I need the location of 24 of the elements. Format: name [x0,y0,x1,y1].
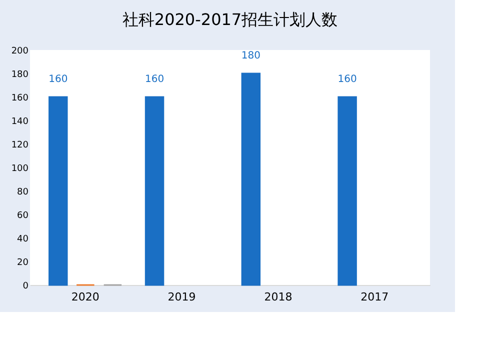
x-tick-label: 2020 [71,290,100,304]
y-tick-label: 120 [11,140,29,150]
y-tick-label: 140 [11,117,29,127]
y-tick-label: 0 [22,282,29,292]
y-tick-label: 40 [17,234,29,244]
y-tick-label: 160 [11,94,29,104]
chart-title: 社科2020-2017招生计划人数 [122,10,338,29]
bar [338,96,357,286]
y-tick-label: 80 [17,188,29,198]
data-label: 180 [241,50,260,62]
data-label: 160 [338,74,357,85]
bar [144,96,164,286]
data-label: 160 [48,74,68,85]
y-tick-label: 180 [11,70,29,80]
data-label: 160 [144,74,164,85]
y-tick-label: 100 [11,164,29,174]
x-tick-label: 2017 [360,290,389,304]
y-tick-label: 200 [11,46,29,56]
bar [48,96,68,286]
x-tick-label: 2018 [264,290,292,304]
y-tick-label: 60 [17,211,29,221]
x-tick-label: 2019 [168,290,196,304]
bar [241,72,261,286]
y-tick-label: 20 [17,258,29,268]
